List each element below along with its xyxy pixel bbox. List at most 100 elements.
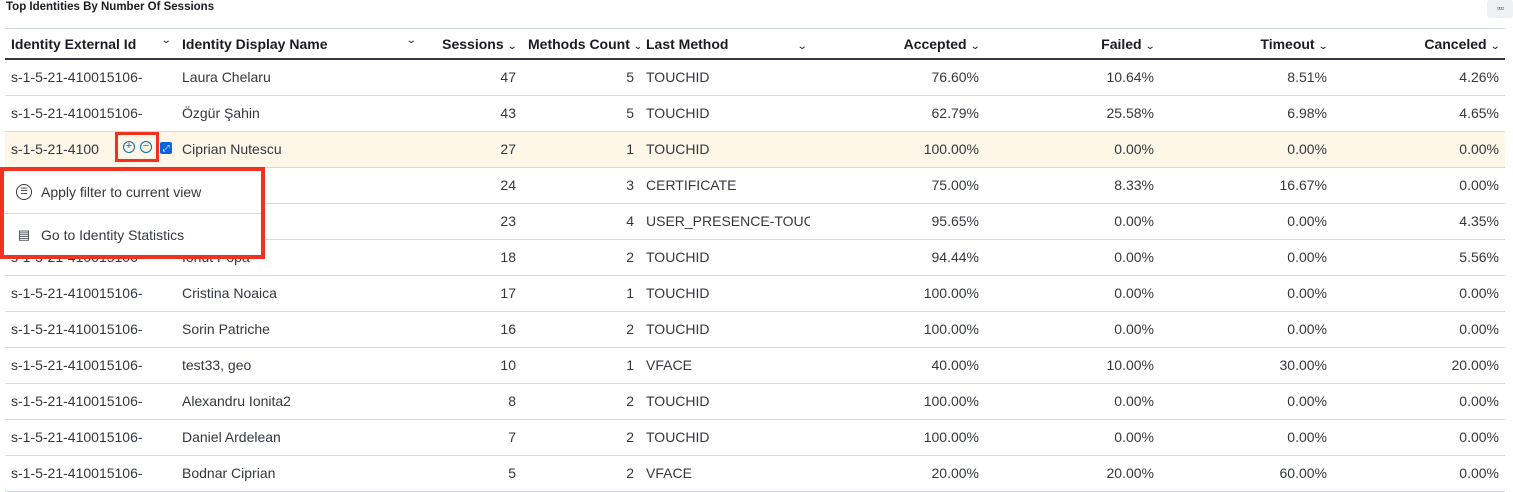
table-cell[interactable]: 100.00% (810, 419, 985, 456)
table-cell[interactable]: TOUCHID (640, 311, 810, 348)
column-header[interactable]: Last Method ⌄ (640, 29, 810, 60)
table-cell[interactable]: s-1-5-21-410015106- (5, 383, 176, 420)
table-cell[interactable]: VFACE (640, 455, 810, 492)
table-cell[interactable]: 7 (421, 419, 522, 456)
table-cell[interactable]: TOUCHID (640, 383, 810, 420)
table-cell[interactable]: TOUCHID (640, 131, 810, 168)
plus-circle-icon[interactable]: + (123, 141, 135, 153)
minus-circle-icon[interactable]: − (140, 141, 152, 153)
chevron-down-icon[interactable]: ⌄ (1144, 40, 1156, 52)
table-cell[interactable]: 75.00% (810, 167, 985, 204)
table-cell[interactable]: 23 (421, 203, 522, 240)
table-cell[interactable]: 16 (421, 311, 522, 348)
table-cell[interactable]: s-1-5-21-410015106- (5, 59, 176, 96)
table-cell[interactable]: Sorin Patriche (176, 311, 421, 348)
table-cell[interactable]: 2 (522, 455, 640, 492)
table-cell[interactable]: 0.00% (985, 239, 1160, 276)
table-cell[interactable]: 20.00% (985, 455, 1160, 492)
table-cell[interactable]: 0.00% (1333, 419, 1505, 456)
table-cell[interactable]: Bodnar Ciprian (176, 455, 421, 492)
table-cell[interactable]: 0.00% (985, 275, 1160, 312)
column-header[interactable]: Timeout ⌄ (1160, 29, 1333, 60)
table-cell[interactable]: 5 (421, 455, 522, 492)
table-cell[interactable]: 76.60% (810, 59, 985, 96)
table-cell[interactable]: s-1-5-21-410015106- (5, 95, 176, 132)
table-cell[interactable]: 43 (421, 95, 522, 132)
table-cell[interactable]: 0.00% (1160, 131, 1333, 168)
table-cell[interactable]: 0.00% (985, 419, 1160, 456)
table-cell[interactable]: 0.00% (985, 131, 1160, 168)
table-cell[interactable]: test33, geo (176, 347, 421, 384)
table-cell[interactable]: 20.00% (1333, 347, 1505, 384)
table-cell[interactable]: 10 (421, 347, 522, 384)
table-cell[interactable]: 2 (522, 311, 640, 348)
table-cell[interactable]: 0.00% (1333, 275, 1505, 312)
table-cell[interactable]: 0.00% (1160, 383, 1333, 420)
table-cell[interactable]: s-1-5-21-410015106- (5, 275, 176, 312)
chevron-down-icon[interactable]: ⌄ (633, 41, 640, 52)
table-cell[interactable]: 100.00% (810, 311, 985, 348)
panel-menu-button[interactable]: ▫▫▫ (1487, 0, 1513, 18)
apply-filter-menu-item[interactable]: ☰ Apply filter to current view (4, 171, 261, 213)
chevron-down-icon[interactable]: ⌄ (506, 40, 518, 52)
table-cell[interactable]: TOUCHID (640, 239, 810, 276)
table-cell[interactable]: 0.00% (1333, 167, 1505, 204)
table-cell[interactable]: 0.00% (985, 383, 1160, 420)
table-cell[interactable]: Daniel Ardelean (176, 419, 421, 456)
table-cell[interactable]: 4.65% (1333, 95, 1505, 132)
table-cell[interactable]: 3 (522, 167, 640, 204)
table-cell[interactable]: 5 (522, 95, 640, 132)
table-cell[interactable]: 18 (421, 239, 522, 276)
column-header[interactable]: Identity Display Name ⌄ (176, 29, 421, 60)
table-cell[interactable]: TOUCHID (640, 275, 810, 312)
table-cell[interactable]: 8.33% (985, 167, 1160, 204)
table-cell[interactable]: Alexandru Ionita2 (176, 383, 421, 420)
table-cell[interactable]: s-1-5-21-410015106- (5, 347, 176, 384)
table-cell[interactable]: 0.00% (1160, 311, 1333, 348)
table-cell[interactable]: 100.00% (810, 383, 985, 420)
table-cell[interactable]: TOUCHID (640, 59, 810, 96)
table-cell[interactable]: 0.00% (1160, 203, 1333, 240)
table-cell[interactable]: Özgür Şahin (176, 95, 421, 132)
table-cell[interactable]: 5 (522, 59, 640, 96)
table-cell[interactable]: 8.51% (1160, 59, 1333, 96)
table-cell[interactable]: 0.00% (1333, 311, 1505, 348)
table-cell[interactable]: 95.65% (810, 203, 985, 240)
table-cell[interactable]: s-1-5-21-410015106- (5, 419, 176, 456)
chevron-down-icon[interactable]: ⌄ (1489, 40, 1501, 52)
table-cell[interactable]: 0.00% (1160, 239, 1333, 276)
table-cell[interactable]: s-1-5-21-410015106- (5, 455, 176, 492)
column-header[interactable]: Sessions ⌄ (421, 29, 522, 60)
chevron-down-icon[interactable]: ⌄ (405, 35, 417, 46)
column-header[interactable]: Canceled ⌄ (1333, 29, 1505, 60)
table-cell[interactable]: VFACE (640, 347, 810, 384)
chevron-down-icon[interactable]: ⌄ (969, 40, 981, 52)
expand-icon[interactable]: ⤢ (160, 142, 172, 154)
table-cell[interactable]: 2 (522, 383, 640, 420)
table-cell[interactable]: 4.26% (1333, 59, 1505, 96)
table-cell[interactable]: 30.00% (1160, 347, 1333, 384)
table-cell[interactable]: 0.00% (1160, 275, 1333, 312)
table-cell[interactable]: 8 (421, 383, 522, 420)
column-header[interactable]: Accepted ⌄ (810, 29, 985, 60)
table-cell[interactable]: 1 (522, 131, 640, 168)
table-cell[interactable]: 0.00% (985, 203, 1160, 240)
table-cell[interactable]: 17 (421, 275, 522, 312)
table-cell[interactable]: 27 (421, 131, 522, 168)
table-cell[interactable]: Ciprian Nutescu (176, 131, 421, 168)
table-cell[interactable]: 94.44% (810, 239, 985, 276)
table-cell[interactable]: 100.00% (810, 275, 985, 312)
table-cell[interactable]: 10.64% (985, 59, 1160, 96)
table-cell[interactable]: 6.98% (1160, 95, 1333, 132)
table-cell[interactable]: 10.00% (985, 347, 1160, 384)
table-cell[interactable]: 0.00% (985, 311, 1160, 348)
table-cell[interactable]: 16.67% (1160, 167, 1333, 204)
chevron-down-icon[interactable]: ⌄ (1317, 40, 1329, 52)
go-to-identity-statistics-menu-item[interactable]: ▤ Go to Identity Statistics (4, 213, 261, 255)
table-cell[interactable]: 25.58% (985, 95, 1160, 132)
table-cell[interactable]: 100.00% (810, 131, 985, 168)
column-header[interactable]: Failed ⌄ (985, 29, 1160, 60)
table-cell[interactable]: TOUCHID (640, 95, 810, 132)
table-cell[interactable]: 1 (522, 275, 640, 312)
table-cell[interactable]: 1 (522, 347, 640, 384)
